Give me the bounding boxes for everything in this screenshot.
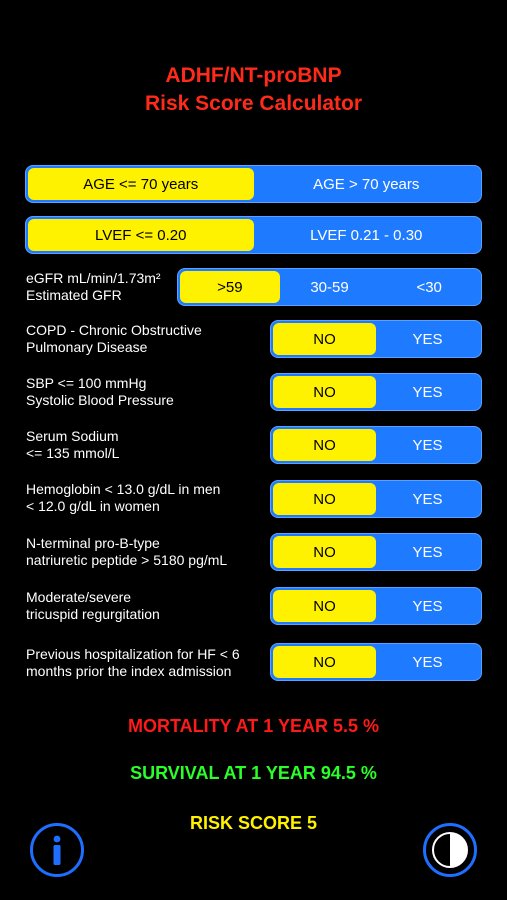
info-button[interactable] xyxy=(30,823,84,877)
copd-option-no[interactable]: NO xyxy=(273,323,376,355)
tricuspid-label-line-1: Moderate/severe xyxy=(26,589,132,605)
sodium-label-line-1: Serum Sodium xyxy=(26,428,119,444)
tricuspid-label: Moderate/severe tricuspid regurgitation xyxy=(26,589,160,623)
egfr-segmented-control: >59 30-59 <30 xyxy=(177,268,482,306)
survival-result: SURVIVAL AT 1 YEAR 94.5 % xyxy=(130,763,377,783)
age-segmented-control: AGE <= 70 years AGE > 70 years xyxy=(25,165,482,203)
sbp-segmented-control: NO YES xyxy=(270,373,482,411)
lvef-option-le-020[interactable]: LVEF <= 0.20 xyxy=(28,219,254,251)
tricuspid-option-yes[interactable]: YES xyxy=(412,597,443,615)
title-line-1: ADHF/NT-proBNP xyxy=(165,64,342,87)
hospitalization-label-line-2: months prior the index admission xyxy=(26,663,232,679)
egfr-label-line-1: eGFR mL/min/1.73m² xyxy=(26,270,161,286)
hemoglobin-label-line-2: < 12.0 g/dL in women xyxy=(26,498,160,514)
contrast-icon xyxy=(432,832,468,868)
hospitalization-segmented-control: NO YES xyxy=(270,643,482,681)
hospitalization-option-yes[interactable]: YES xyxy=(412,653,443,671)
sodium-option-yes[interactable]: YES xyxy=(412,436,443,454)
hospitalization-label-line-1: Previous hospitalization for HF < 6 xyxy=(26,646,240,662)
lvef-option-021-030[interactable]: LVEF 0.21 - 0.30 xyxy=(310,226,423,244)
mortality-result: MORTALITY AT 1 YEAR 5.5 % xyxy=(127,716,380,736)
age-option-le-70[interactable]: AGE <= 70 years xyxy=(28,168,254,200)
ntprobnp-label: N-terminal pro-B-type natriuretic peptid… xyxy=(26,535,227,569)
egfr-option-30-59[interactable]: 30-59 xyxy=(310,278,349,296)
egfr-label-line-2: Estimated GFR xyxy=(26,287,122,303)
hemoglobin-label-line-1: Hemoglobin < 13.0 g/dL in men xyxy=(26,481,221,497)
tricuspid-option-no[interactable]: NO xyxy=(273,590,376,622)
ntprobnp-option-yes[interactable]: YES xyxy=(412,543,443,561)
sodium-segmented-control: NO YES xyxy=(270,426,482,464)
sodium-label: Serum Sodium <= 135 mmol/L xyxy=(26,428,119,462)
copd-segmented-control: NO YES xyxy=(270,320,482,358)
hemoglobin-option-no[interactable]: NO xyxy=(273,483,376,515)
egfr-option-gt-59[interactable]: >59 xyxy=(180,271,280,303)
copd-label-line-2: Pulmonary Disease xyxy=(26,339,148,355)
copd-option-yes[interactable]: YES xyxy=(412,330,443,348)
sbp-label: SBP <= 100 mmHg Systolic Blood Pressure xyxy=(26,375,174,409)
hemoglobin-label: Hemoglobin < 13.0 g/dL in men < 12.0 g/d… xyxy=(26,481,220,515)
sbp-option-no[interactable]: NO xyxy=(273,376,376,408)
tricuspid-segmented-control: NO YES xyxy=(270,587,482,625)
copd-label: COPD - Chronic Obstructive Pulmonary Dis… xyxy=(26,322,202,356)
theme-toggle-button[interactable] xyxy=(423,823,477,877)
copd-label-line-1: COPD - Chronic Obstructive xyxy=(26,322,202,338)
tricuspid-label-line-2: tricuspid regurgitation xyxy=(26,606,160,622)
ntprobnp-segmented-control: NO YES xyxy=(270,533,482,571)
hemoglobin-option-yes[interactable]: YES xyxy=(412,490,443,508)
hemoglobin-segmented-control: NO YES xyxy=(270,480,482,518)
egfr-option-lt-30[interactable]: <30 xyxy=(416,278,442,296)
hospitalization-option-no[interactable]: NO xyxy=(273,646,376,678)
info-icon xyxy=(53,835,61,865)
sbp-label-line-1: SBP <= 100 mmHg xyxy=(26,375,147,391)
sbp-label-line-2: Systolic Blood Pressure xyxy=(26,392,174,408)
sodium-option-no[interactable]: NO xyxy=(273,429,376,461)
egfr-label: eGFR mL/min/1.73m² Estimated GFR xyxy=(26,270,161,304)
hospitalization-label: Previous hospitalization for HF < 6 mont… xyxy=(26,646,240,680)
age-option-gt-70[interactable]: AGE > 70 years xyxy=(313,175,420,193)
sbp-option-yes[interactable]: YES xyxy=(412,383,443,401)
ntprobnp-label-line-2: natriuretic peptide > 5180 pg/mL xyxy=(26,552,228,568)
title-line-2: Risk Score Calculator xyxy=(144,92,363,115)
ntprobnp-label-line-1: N-terminal pro-B-type xyxy=(26,535,160,551)
lvef-segmented-control: LVEF <= 0.20 LVEF 0.21 - 0.30 xyxy=(25,216,482,254)
sodium-label-line-2: <= 135 mmol/L xyxy=(26,445,120,461)
ntprobnp-option-no[interactable]: NO xyxy=(273,536,376,568)
risk-score-result: RISK SCORE 5 xyxy=(189,813,318,833)
